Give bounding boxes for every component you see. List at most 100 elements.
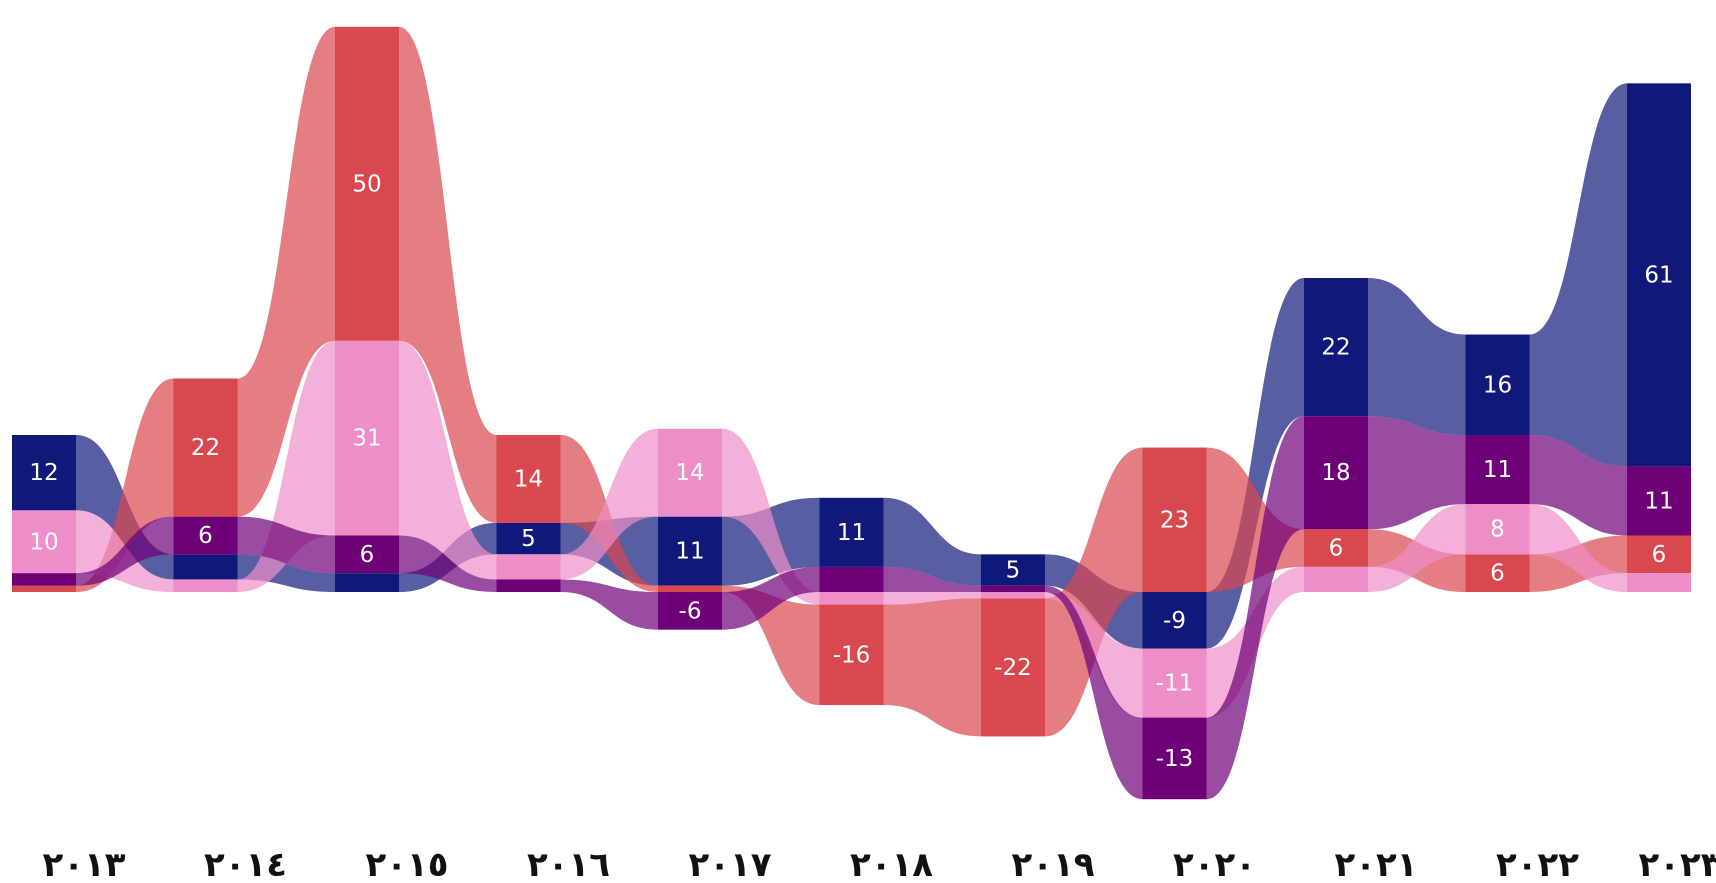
x-tick-label-0: ٢٠١٣ [42, 845, 125, 883]
column-segment-series-0-7 [1142, 592, 1207, 649]
column-segment-series-3-6 [981, 585, 1045, 592]
x-axis: ٢٠١٣ ٢٠١٤ ٢٠١٥ ٢٠١٦ ٢٠١٧ ٢٠١٨ ٢٠١٩ ٢٠٢٠ ٢٠٢١ ٢٠٢٢… [42, 845, 1716, 883]
ribbon-series-2-segment-2 [399, 340, 497, 580]
column-segment-series-0-8 [1304, 278, 1368, 417]
data-label-series-2-2: 31 [352, 426, 381, 452]
column-segment-series-1-8 [1304, 529, 1368, 567]
ribbon-series-3-segment-7 [1206, 416, 1304, 800]
data-label-series-1-3: 14 [514, 466, 543, 492]
column-segment-series-0-9 [1465, 334, 1530, 436]
column-segment-series-3-9 [1465, 435, 1530, 505]
column-segment-series-3-10 [1627, 466, 1691, 536]
ribbon-series-3-segment-9 [1529, 435, 1627, 536]
ribbon-series-2-segment-3 [560, 428, 658, 580]
ribbon-series-3-segment-3 [560, 579, 658, 630]
column-segment-series-1-10 [1627, 535, 1691, 574]
column-segment-series-2-4 [658, 428, 722, 517]
x-tick-label-10: ٢٠٢٣ [1638, 845, 1716, 883]
data-label-series-2-0: 10 [29, 529, 58, 555]
ribbon-series-1-segment-4 [722, 585, 820, 706]
data-label-series-3-10: 11 [1644, 488, 1673, 514]
column-segment-series-0-1 [173, 554, 238, 580]
x-tick-label-9: ٢٠٢٢ [1496, 845, 1579, 883]
column-segment-series-1-4 [658, 585, 722, 592]
data-label-series-0-6: 5 [1006, 558, 1021, 584]
column-segment-series-2-7 [1142, 648, 1207, 718]
data-label-series-3-8: 18 [1321, 460, 1350, 486]
x-tick-label-5: ٢٠١٨ [850, 845, 933, 883]
column-segment-series-3-7 [1142, 717, 1207, 800]
data-label-series-0-10: 61 [1644, 262, 1673, 288]
data-label-series-3-2: 6 [360, 542, 375, 568]
column-segment-series-0-10 [1627, 83, 1691, 467]
column-segment-series-1-0 [12, 585, 76, 592]
data-label-series-0-5: 11 [837, 520, 866, 546]
column-segment-series-1-6 [981, 598, 1045, 737]
ribbon-series-2-segment-9 [1529, 504, 1627, 592]
x-tick-label-2: ٢٠١٥ [365, 845, 448, 883]
data-label-series-2-9: 8 [1490, 517, 1505, 543]
column-segment-series-0-6 [981, 554, 1045, 586]
data-label-series-2-4: 14 [675, 460, 704, 486]
column-segment-series-2-5 [819, 592, 884, 605]
ribbon-series-3-segment-5 [883, 566, 981, 592]
column-segment-series-0-4 [658, 516, 722, 586]
column-segment-series-0-2 [335, 573, 399, 592]
ribbon-series-3-segment-6 [1045, 585, 1143, 800]
column-segment-series-2-2 [335, 340, 399, 536]
ribbon-series-3-segment-1 [237, 516, 335, 574]
ribbon-series-0-segment-5 [883, 497, 981, 586]
column-segment-series-1-9 [1465, 554, 1530, 592]
x-tick-label-1: ٢٠١٤ [204, 845, 287, 883]
column-segment-series-2-8 [1304, 566, 1368, 592]
data-label-series-0-0: 12 [29, 460, 58, 486]
data-label-series-3-7: -13 [1156, 746, 1194, 772]
ribbon-series-1-segment-5 [883, 598, 981, 737]
data-label-series-0-7: -9 [1163, 608, 1186, 634]
column-segment-series-3-3 [496, 579, 561, 592]
ribbon-series-2-segment-4 [722, 428, 820, 605]
columns-layer [12, 26, 1691, 800]
column-segment-series-3-0 [12, 573, 76, 586]
ribbon-series-3-segment-0 [76, 516, 174, 586]
ribbon-series-2-segment-1 [237, 340, 335, 592]
x-tick-label-3: ٢٠١٦ [527, 845, 610, 883]
data-label-series-1-6: -22 [994, 655, 1032, 681]
ribbon-series-2-segment-5 [883, 592, 981, 605]
data-label-series-1-5: -16 [833, 642, 871, 668]
column-segment-series-3-4 [658, 592, 722, 630]
column-segment-series-1-3 [496, 435, 561, 523]
data-label-series-1-7: 23 [1160, 507, 1189, 533]
column-segment-series-1-1 [173, 378, 238, 517]
data-label-series-0-8: 22 [1321, 335, 1350, 361]
column-segment-series-0-5 [819, 497, 884, 567]
x-tick-label-7: ٢٠٢٠ [1173, 845, 1256, 883]
column-segment-series-3-2 [335, 535, 399, 574]
ribbon-series-2-segment-8 [1368, 504, 1466, 592]
value-labels-layer: 12 10 22 6 50 31 6 5 14 11 14 -6 11 -16 5 -22 -9 23 -11 -13… [29, 171, 1673, 772]
x-tick-label-6: ٢٠١٩ [1011, 845, 1094, 883]
column-segment-series-2-6 [981, 592, 1045, 599]
ribbon-series-0-segment-7 [1206, 278, 1304, 649]
ribbon-series-1-segment-2 [399, 26, 497, 523]
data-label-series-3-1: 6 [198, 523, 213, 549]
ribbon-series-3-segment-2 [399, 535, 497, 592]
data-label-series-3-9: 11 [1483, 457, 1512, 483]
ribbon-series-0-segment-8 [1368, 278, 1466, 436]
ribbon-series-3-segment-8 [1368, 416, 1466, 530]
data-label-series-1-9: 6 [1490, 561, 1505, 587]
column-segment-series-1-5 [819, 604, 884, 706]
data-label-series-0-9: 16 [1483, 372, 1512, 398]
data-label-series-1-2: 50 [352, 171, 381, 197]
data-label-series-1-8: 6 [1329, 536, 1344, 562]
column-segment-series-2-0 [12, 510, 76, 574]
column-segment-series-2-9 [1465, 504, 1530, 555]
ribbon-series-0-segment-9 [1529, 83, 1627, 467]
ribbons-layer [76, 26, 1627, 800]
x-tick-label-8: ٢٠٢١ [1334, 845, 1417, 883]
column-segment-series-0-3 [496, 522, 561, 555]
data-label-series-2-7: -11 [1156, 671, 1194, 697]
data-label-series-3-4: -6 [679, 598, 702, 624]
